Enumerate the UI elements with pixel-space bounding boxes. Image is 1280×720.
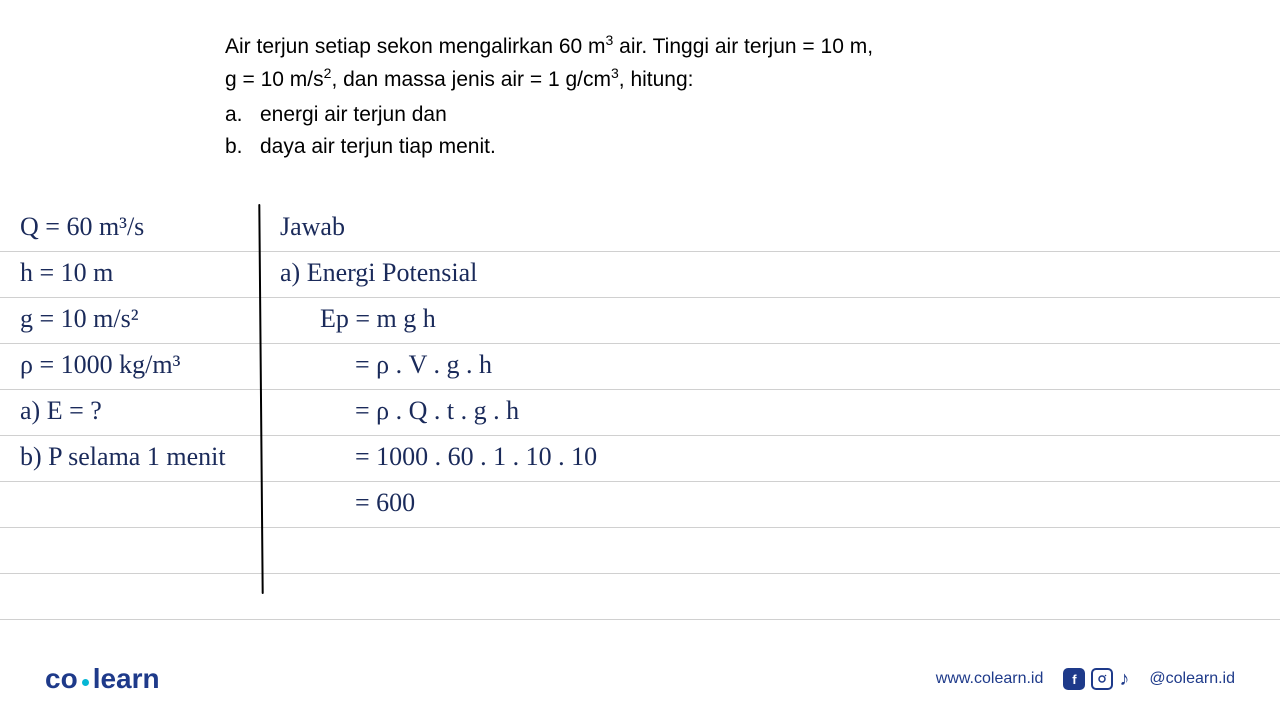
footer: co learn www.colearn.id f ♪ @colearn.id — [0, 663, 1280, 695]
solution-header: Jawab — [280, 212, 345, 242]
logo-dot-icon — [82, 679, 89, 686]
given-h: h = 10 m — [20, 258, 113, 288]
solution-line-2: = ρ . V . g . h — [355, 350, 492, 380]
problem-item-a: a. energi air terjun dan — [225, 99, 1025, 131]
given-rho: ρ = 1000 kg/m³ — [20, 350, 180, 380]
ruled-paper — [0, 206, 1280, 620]
solution-line-1: Ep = m g h — [320, 304, 436, 334]
solution-line-3: = ρ . Q . t . g . h — [355, 396, 519, 426]
website-url: www.colearn.id — [936, 670, 1044, 688]
solution-part-a-title: a) Energi Potensial — [280, 258, 477, 288]
problem-statement: Air terjun setiap sekon mengalirkan 60 m… — [225, 30, 1025, 162]
ask-a: a) E = ? — [20, 396, 102, 426]
solution-line-5: = 600 — [355, 488, 415, 518]
social-handle: @colearn.id — [1149, 670, 1235, 688]
given-q: Q = 60 m³/s — [20, 212, 144, 242]
problem-line-1: Air terjun setiap sekon mengalirkan 60 m… — [225, 30, 1025, 63]
instagram-icon — [1091, 668, 1113, 690]
given-g: g = 10 m/s² — [20, 304, 139, 334]
logo-co: co — [45, 663, 78, 695]
footer-right: www.colearn.id f ♪ @colearn.id — [936, 668, 1235, 691]
tiktok-icon: ♪ — [1119, 668, 1129, 691]
ask-b: b) P selama 1 menit — [20, 442, 226, 472]
brand-logo: co learn — [45, 663, 160, 695]
problem-line-2: g = 10 m/s2, dan massa jenis air = 1 g/c… — [225, 63, 1025, 96]
problem-item-b: b. daya air terjun tiap menit. — [225, 131, 1025, 163]
social-icons: f ♪ — [1063, 668, 1129, 691]
logo-learn: learn — [93, 663, 160, 695]
facebook-icon: f — [1063, 668, 1085, 690]
solution-line-4: = 1000 . 60 . 1 . 10 . 10 — [355, 442, 597, 472]
